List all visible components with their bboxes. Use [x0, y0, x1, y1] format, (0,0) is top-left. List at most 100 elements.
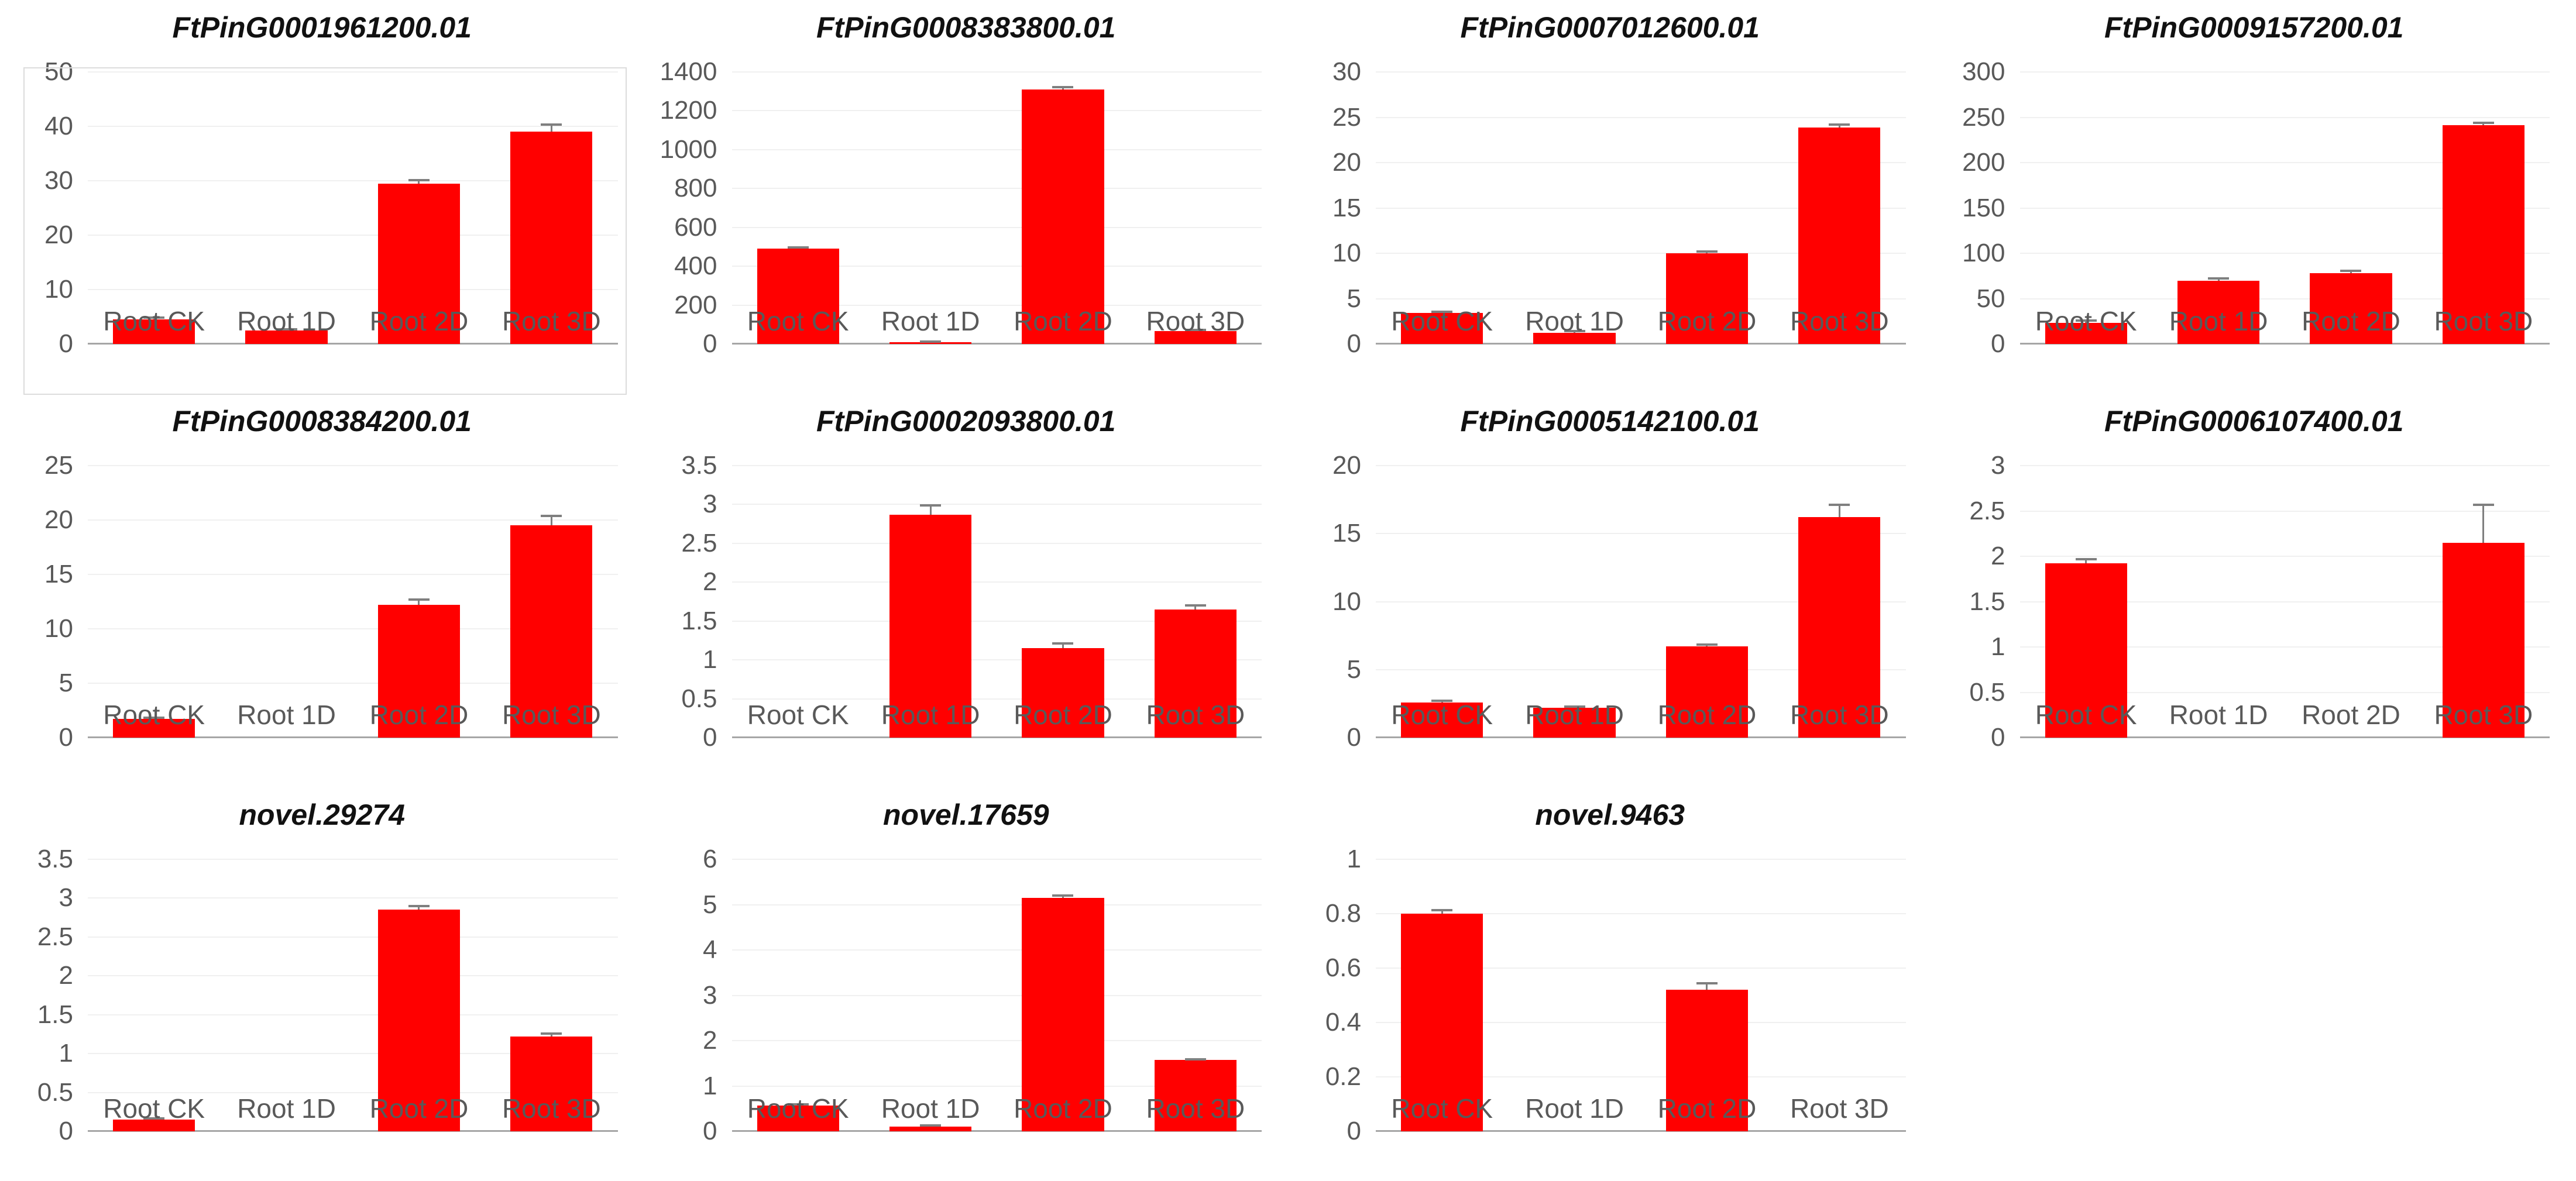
- x-axis-line: [88, 736, 618, 738]
- y-axis-tick-label: 10: [1332, 239, 1361, 267]
- x-axis-label: Root CK: [747, 700, 849, 730]
- gridline: [1376, 465, 1906, 466]
- gridline: [1376, 859, 1906, 860]
- x-axis-line: [731, 1130, 1262, 1132]
- gridline: [88, 574, 618, 575]
- gridline: [731, 188, 1262, 190]
- x-axis-label: Root 1D: [237, 700, 336, 730]
- x-axis-labels: Root CK Root 1D Root 2D Root 3D: [732, 686, 1262, 736]
- gridline: [731, 1040, 1262, 1041]
- x-axis-labels: Root CK Root 1D Root 2D Root 3D: [2020, 292, 2550, 342]
- error-bar-cap: [541, 1032, 562, 1035]
- y-axis-tick-label: 1000: [660, 135, 717, 164]
- gridline: [2019, 465, 2550, 466]
- gridline: [731, 266, 1262, 267]
- gridline: [1376, 601, 1906, 602]
- error-bar-cap: [143, 716, 165, 719]
- gridline: [731, 994, 1262, 996]
- y-axis-tick-label: 100: [1962, 239, 2005, 267]
- error-bar-line: [550, 1033, 552, 1037]
- gridline: [1376, 533, 1906, 535]
- y-axis-tick-label: 6: [703, 845, 717, 873]
- y-axis-tick-label: 3.5: [681, 451, 717, 480]
- bar: [1022, 89, 1104, 344]
- x-axis-label: Root 1D: [237, 306, 336, 336]
- error-bar-cap: [920, 340, 942, 343]
- bar: [889, 342, 972, 344]
- y-axis-tick-label: 0: [59, 329, 73, 358]
- y-axis-tick-label: 1.5: [1969, 587, 2005, 616]
- gridline: [1376, 71, 1906, 73]
- x-axis-labels: Root CK Root 1D Root 2D Root 3D: [732, 292, 1262, 342]
- bar: [1665, 990, 1749, 1131]
- chart-plot-region: 0 200 400 600 800 1000 1200 1400: [644, 51, 1289, 358]
- error-bar-line: [1838, 505, 1840, 518]
- error-bar-cap: [1696, 250, 1718, 253]
- plot-area: [2019, 465, 2550, 738]
- x-axis-label: Root 3D: [1146, 306, 1245, 336]
- plot-area: [88, 71, 618, 345]
- bar: [510, 1036, 593, 1131]
- error-bar-cap: [2208, 277, 2230, 280]
- chart-plot-region: 0 5 10 15 20: [1288, 445, 1932, 752]
- error-bar-cap: [1431, 909, 1453, 912]
- x-axis-label: Root CK: [103, 306, 205, 336]
- y-axis-tick-label: 0.5: [681, 684, 717, 713]
- gridline: [88, 936, 618, 938]
- bar: [2045, 563, 2127, 738]
- bar: [1022, 897, 1104, 1131]
- plot-area: [731, 465, 1262, 738]
- y-axis-tick-label: 2.5: [681, 528, 717, 557]
- x-axis-line: [731, 343, 1262, 345]
- gridline: [2019, 556, 2550, 557]
- bar: [757, 1105, 839, 1131]
- error-bar-line: [2482, 504, 2485, 543]
- y-axis-tick-label: 15: [1332, 519, 1361, 548]
- error-bar-cap: [541, 123, 562, 126]
- error-bar-line: [1706, 983, 1708, 990]
- x-axis-label: Root 1D: [1525, 1093, 1624, 1124]
- bar: [2177, 280, 2260, 344]
- bar-chart-panel: novel.9463 0 0.2 0.4 0.6 0.8 1 Root CK Root 1D Ro…: [1288, 787, 1932, 1181]
- gridline: [731, 71, 1262, 73]
- gridline: [731, 1085, 1262, 1087]
- gridline: [731, 698, 1262, 700]
- chart-title: novel.9463: [1535, 798, 1685, 831]
- bar: [2442, 125, 2525, 344]
- y-axis-tick-label: 2.5: [37, 922, 73, 951]
- y-axis-tick-label: 400: [674, 252, 717, 281]
- y-axis-tick-label: 10: [1332, 587, 1361, 616]
- chart-plot-region: 0 0.5 1 1.5 2 2.5 3: [1932, 445, 2576, 752]
- error-bar-cap: [541, 514, 562, 517]
- chart-plot-region: 0 1 2 3 4 5 6: [644, 839, 1289, 1145]
- y-axis-tick-label: 25: [44, 451, 73, 480]
- y-axis-tick-label: 15: [1332, 193, 1361, 222]
- chart-plot-region: 0 0.5 1 1.5 2 2.5 3 3.5: [0, 839, 644, 1145]
- x-axis-labels: Root CK Root 1D Root 2D Root 3D: [88, 1080, 618, 1130]
- x-axis-label: Root CK: [1391, 1093, 1493, 1124]
- y-axis-tick-label: 40: [44, 112, 73, 140]
- gridline: [88, 465, 618, 466]
- error-bar-cap: [1564, 705, 1585, 708]
- y-axis-tick-label: 0.6: [1325, 953, 1361, 982]
- gridline: [88, 180, 618, 181]
- x-axis-label: Root 2D: [369, 306, 469, 336]
- error-bar-cap: [1564, 329, 1585, 332]
- y-axis-tick-label: 0: [703, 329, 717, 358]
- y-axis-tick-label: 5: [703, 890, 717, 919]
- bar: [1798, 517, 1881, 738]
- bar: [377, 605, 461, 738]
- gridline: [731, 226, 1262, 228]
- error-bar-line: [418, 180, 420, 184]
- gridline: [2019, 510, 2550, 512]
- x-axis-label: Root CK: [103, 700, 205, 730]
- gridline: [2019, 162, 2550, 163]
- x-axis-label: Root 3D: [2434, 306, 2533, 336]
- bar: [510, 132, 593, 344]
- bar: [1533, 333, 1616, 344]
- x-axis-label: Root 1D: [1525, 306, 1624, 336]
- y-axis-tick-label: 3: [59, 883, 73, 913]
- gridline: [88, 975, 618, 977]
- gridline: [88, 71, 618, 73]
- gridline: [1376, 207, 1906, 209]
